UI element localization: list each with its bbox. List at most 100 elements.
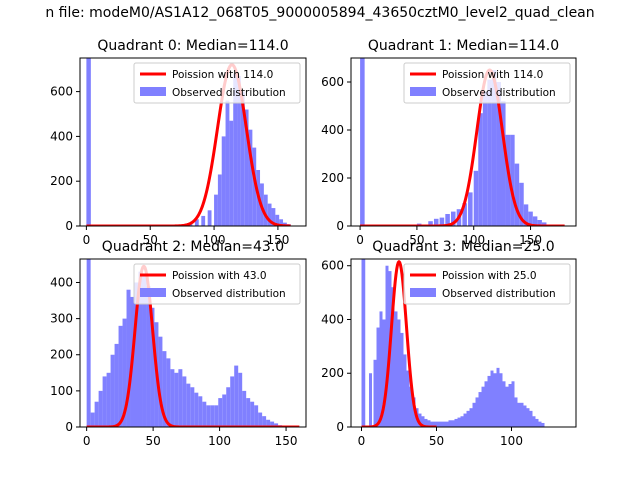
hist-bar: [170, 369, 175, 427]
fit-line: [85, 63, 292, 226]
hist-bar: [510, 134, 515, 226]
hist-bar: [206, 405, 211, 427]
hist-bar: [451, 420, 455, 427]
hist-bar: [436, 421, 440, 427]
hist-bar: [469, 408, 473, 427]
hist-bar: [122, 318, 127, 427]
y-tick-label: 400: [321, 312, 344, 326]
hist-bar: [528, 211, 533, 226]
hist-bar: [472, 402, 476, 427]
hist-bar: [430, 421, 434, 427]
hist-bar: [254, 405, 259, 427]
hist-bar: [158, 336, 163, 427]
hist-bar: [519, 182, 524, 226]
legend-hist-swatch: [140, 288, 166, 297]
axes-layer: 0 50 100 150 0 200 400 600 Quadrant 0: Median=11…: [50, 38, 577, 448]
subplot-3: 0 50 100 0 200 400 600 Quadrant 3: Median=25.0 P…: [321, 239, 577, 448]
x-tick-label: 150: [519, 233, 542, 247]
x-tick-label: 0: [358, 434, 366, 448]
hist-bar: [526, 408, 530, 427]
hist-bar: [466, 410, 470, 427]
hist-bar: [418, 413, 422, 427]
hist-bar: [514, 163, 520, 226]
hist-bar: [505, 134, 511, 226]
hist-bar: [214, 405, 219, 427]
hist-bar: [110, 354, 115, 427]
axes-frame: [79, 258, 307, 428]
hist-outlier-bar: [86, 58, 91, 226]
hist-bar: [221, 136, 226, 226]
hist-bar: [150, 307, 155, 427]
subplot-title: Quadrant 1: Median=114.0: [368, 38, 559, 54]
x-tick-label: 0: [83, 434, 91, 448]
x-tick-label: 100: [500, 434, 523, 448]
hist-bar: [457, 417, 461, 427]
x-tick-label: 150: [275, 434, 298, 448]
hist-bar: [379, 311, 383, 427]
legend-fit-label: Poission with 25.0: [442, 270, 537, 282]
y-tick-label: 600: [321, 259, 344, 273]
hist-bar: [182, 376, 187, 427]
hist-bar: [174, 372, 179, 427]
x-tick-label: 100: [208, 434, 231, 448]
hist-bar: [491, 70, 497, 226]
hist-bar: [468, 192, 473, 226]
hist-bar: [514, 397, 518, 427]
x-tick-label: 0: [356, 233, 364, 247]
x-tick-label: 50: [409, 233, 424, 247]
hist-bar: [445, 421, 449, 427]
y-tick-label: 400: [50, 129, 73, 143]
hist-bar: [481, 386, 485, 427]
hist-bar: [445, 214, 450, 226]
legend-fit-label: Poission with 43.0: [172, 270, 267, 282]
hist-bar: [262, 416, 267, 427]
hist-bar: [505, 386, 509, 427]
y-tick-label: 0: [65, 420, 73, 434]
hist-bar: [258, 412, 263, 427]
hist-bar: [409, 386, 413, 427]
hist-bar: [134, 282, 139, 427]
hist-bar: [496, 82, 501, 226]
x-tick-label: 50: [429, 434, 444, 448]
hist-bar: [487, 375, 491, 427]
hist-bar: [240, 91, 245, 226]
y-tick-label: 600: [50, 85, 73, 99]
plot-area-3: [360, 259, 545, 427]
hist-bar: [201, 215, 206, 226]
hist-bar: [403, 354, 407, 427]
x-tick-label: 100: [203, 233, 226, 247]
hist-bar: [94, 401, 99, 427]
plot-area-0: [85, 58, 292, 226]
hist-bar: [146, 286, 151, 427]
y-tick-label: 200: [321, 171, 344, 185]
hist-bar: [454, 418, 458, 427]
y-tick-label: 400: [321, 123, 344, 137]
hist-bar: [237, 75, 241, 226]
hist-bar: [102, 376, 107, 427]
y-tick-label: 0: [336, 420, 344, 434]
hist-bar: [433, 421, 437, 427]
hist-bar: [391, 287, 395, 427]
hist-bar: [279, 219, 284, 226]
hist-bar: [267, 203, 272, 226]
hist-bar: [523, 204, 529, 226]
hist-bar: [226, 387, 231, 427]
legend: Poission with 25.0 Observed distribution: [403, 263, 571, 305]
hist-bar: [428, 221, 433, 226]
y-tick-label: 400: [50, 275, 73, 289]
hist-bar: [217, 174, 222, 226]
axes-frame: [79, 57, 307, 227]
hist-bar: [263, 194, 268, 226]
y-tick-label: 0: [65, 219, 73, 233]
hist-bar: [238, 372, 243, 427]
hist-bar: [118, 325, 123, 427]
hist-bar: [162, 351, 167, 427]
hist-bar: [207, 210, 212, 226]
hist-bar: [373, 359, 377, 427]
hist-bar: [538, 421, 542, 427]
hist-bar: [210, 405, 215, 427]
hist-bar: [478, 113, 483, 226]
hist-bar: [218, 398, 223, 427]
subplot-title: Quadrant 0: Median=114.0: [97, 38, 288, 54]
hist-bar: [421, 416, 425, 427]
